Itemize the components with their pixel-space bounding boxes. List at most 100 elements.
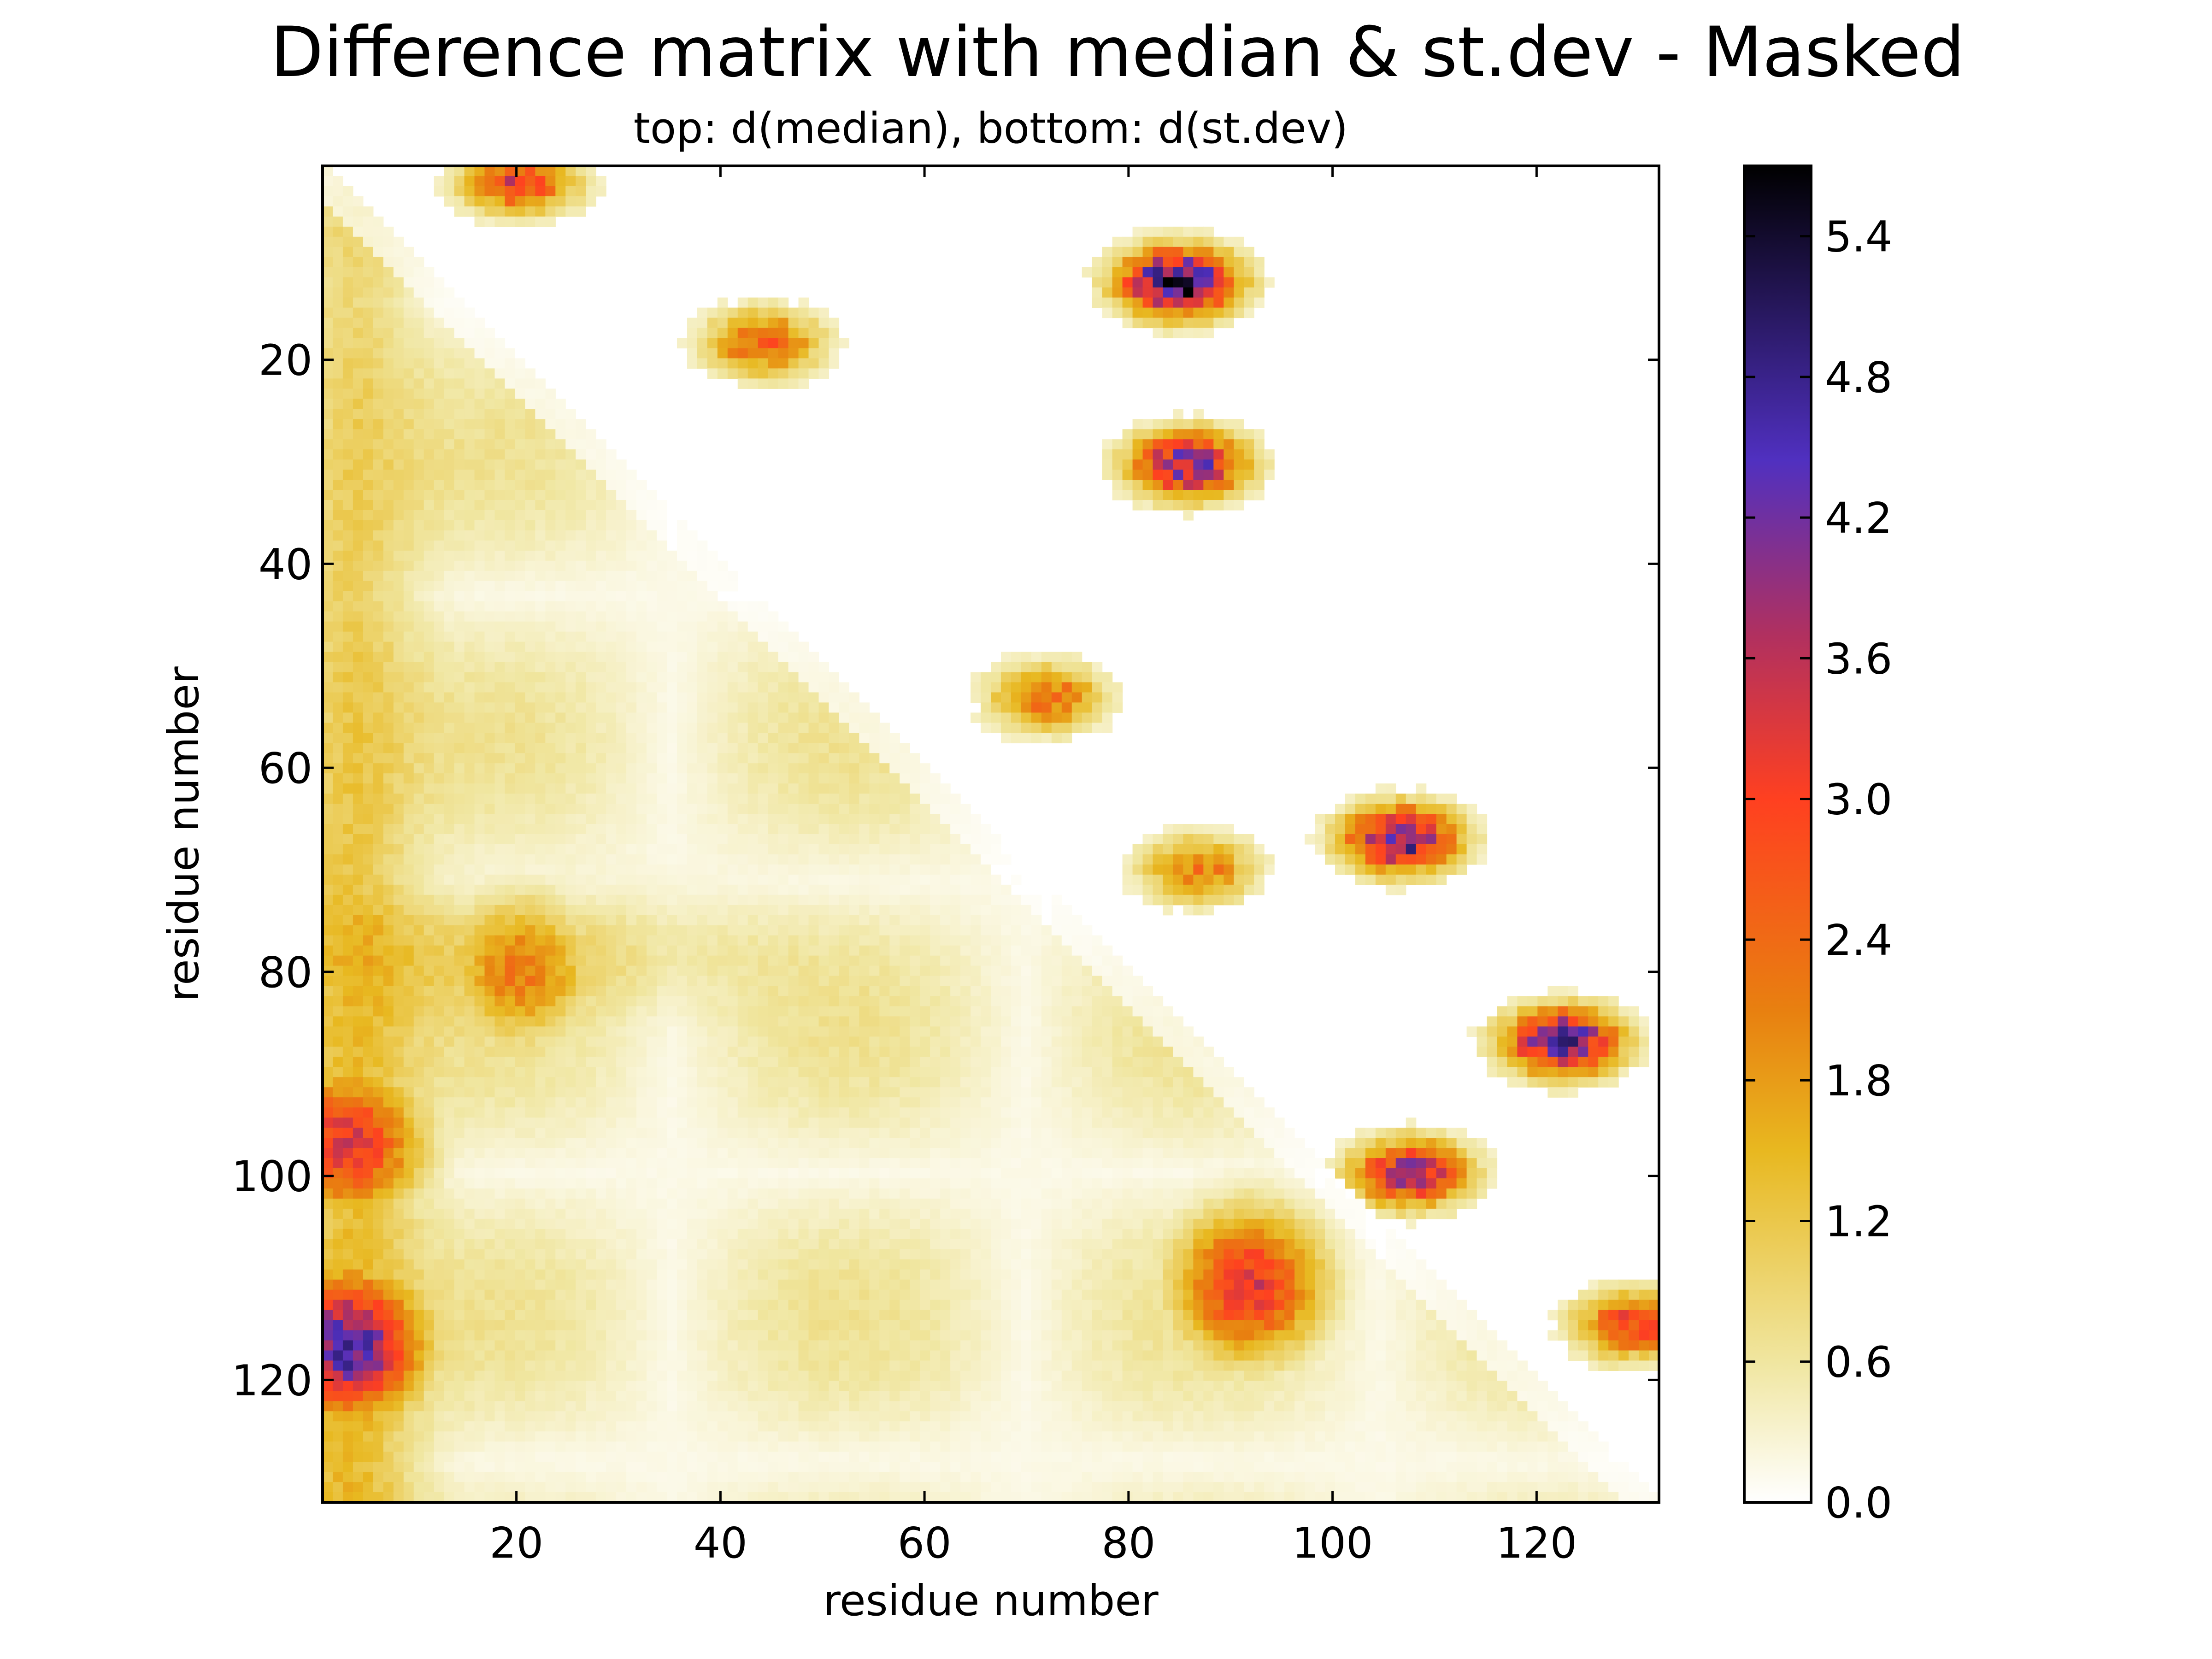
heatmap-cell [464,186,475,197]
heatmap-cell [1031,1016,1042,1027]
heatmap-cell [1092,662,1103,673]
heatmap-cell [1426,854,1437,865]
heatmap-cell [373,874,384,885]
heatmap-cell [576,1026,586,1037]
heatmap-cell [879,915,890,926]
heatmap-cell [565,864,576,875]
heatmap-cell [971,1057,981,1067]
heatmap-cell [971,905,981,916]
heatmap-cell [444,783,455,794]
heatmap-cell [586,894,596,906]
heatmap-cell [484,733,495,743]
heatmap-cell [454,571,465,582]
heatmap-cell [727,1026,738,1037]
heatmap-cell [403,297,414,308]
heatmap-cell [808,307,819,318]
heatmap-cell [737,955,748,966]
heatmap-cell [332,1036,343,1047]
heatmap-cell [788,1006,799,1017]
heatmap-cell [1051,733,1062,743]
heatmap-cell [677,520,688,531]
heatmap-cell [666,1036,677,1047]
heatmap-cell [1497,1057,1508,1067]
heatmap-cell [434,439,445,450]
heatmap-cell [363,470,374,480]
heatmap-cell [839,773,850,784]
heatmap-cell [930,854,941,865]
heatmap-cell [505,166,516,176]
heatmap-cell [424,490,435,500]
heatmap-cell [666,814,677,824]
heatmap-cell [1153,500,1164,511]
heatmap-cell [1112,257,1123,268]
heatmap-cell [666,834,677,845]
heatmap-cell [494,753,506,764]
heatmap-cell [758,1057,769,1067]
heatmap-cell [515,206,525,217]
heatmap-cell [515,662,525,673]
heatmap-cell [1639,1036,1649,1047]
heatmap-cell [424,824,435,835]
heatmap-cell [647,965,657,977]
heatmap-cell [484,581,495,592]
heatmap-cell [1163,884,1174,895]
heatmap-cell [859,814,870,824]
heatmap-cell [1021,894,1032,906]
heatmap-cell [434,824,445,835]
heatmap-cell [717,723,728,733]
heatmap-cell [434,672,445,683]
heatmap-cell [332,601,343,612]
heatmap-cell [363,662,374,673]
heatmap-cell [1122,236,1133,247]
heatmap-cell [666,965,677,977]
heatmap-cell [424,733,435,743]
heatmap-cell [1213,318,1224,329]
heatmap-cell [626,621,637,632]
heatmap-cell [1021,986,1032,997]
heatmap-cell [393,1067,404,1077]
heatmap-cell [484,814,495,824]
heatmap-cell [434,368,445,379]
heatmap-cell [677,581,688,592]
heatmap-cell [505,378,516,389]
heatmap-cell [717,935,728,946]
heatmap-cell [666,976,677,987]
heatmap-cell [930,773,941,784]
heatmap-cell [454,712,465,723]
heatmap-cell [1021,692,1032,703]
heatmap-cell [454,854,465,865]
heatmap-cell [1558,1026,1568,1037]
heatmap-cell [1436,794,1447,804]
heatmap-cell [586,176,596,187]
heatmap-cell [616,733,627,743]
heatmap-cell [535,1047,546,1057]
heatmap-cell [1254,277,1265,288]
heatmap-cell [1153,297,1164,308]
heatmap-cell [474,520,485,531]
heatmap-cell [1071,1016,1082,1027]
heatmap-cell [1315,834,1325,845]
heatmap-cell [515,672,525,683]
heatmap-cell [1163,470,1174,480]
heatmap-cell [1071,996,1082,1007]
heatmap-cell [1254,884,1265,895]
heatmap-cell [1163,1036,1174,1047]
heatmap-cell [353,581,364,592]
heatmap-cell [565,773,576,784]
heatmap-cell [1173,226,1184,237]
heatmap-cell [687,530,698,541]
heatmap-cell [1537,1047,1548,1057]
heatmap-cell [323,641,333,653]
heatmap-cell [1254,287,1265,298]
heatmap-cell [424,672,435,683]
heatmap-cell [758,723,769,733]
heatmap-cell [839,733,850,743]
heatmap-cell [323,338,333,349]
heatmap-cell [1578,1036,1588,1047]
heatmap-cell [697,601,708,612]
heatmap-cell [373,723,384,733]
heatmap-cell [788,996,799,1007]
heatmap-cell [808,743,819,753]
heatmap-cell [1193,226,1204,237]
heatmap-cell [342,307,353,318]
